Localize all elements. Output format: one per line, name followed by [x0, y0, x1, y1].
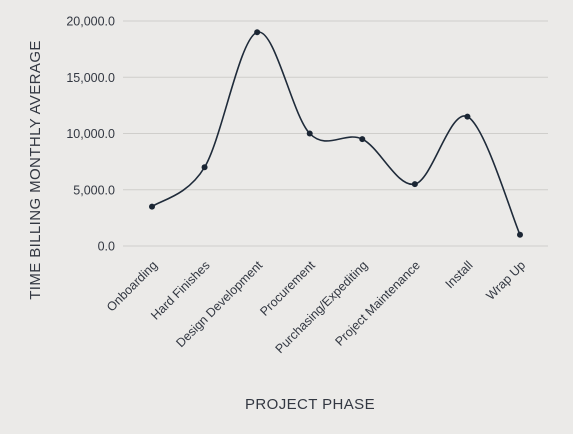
x-tick-label: Purchasing/Expediting — [273, 258, 371, 356]
data-point — [411, 181, 418, 188]
y-tick-label: 15,000.0 — [66, 71, 115, 85]
y-tick-label: 0.0 — [98, 240, 115, 254]
data-point — [517, 231, 523, 238]
data-point — [359, 136, 366, 143]
x-tick-label: Install — [443, 258, 476, 291]
y-axis-ticks: 0.0 5,000.0 10,000.0 15,000.0 20,000.0 — [66, 15, 115, 254]
data-point — [149, 203, 155, 210]
y-axis-title: TIME BILLING MONTHLY AVERAGE — [27, 40, 44, 300]
data-point — [201, 164, 208, 171]
x-tick-label: Design Development — [173, 258, 265, 350]
data-point — [464, 113, 471, 120]
x-tick-label: Wrap Up — [484, 258, 529, 303]
y-tick-label: 10,000.0 — [66, 127, 115, 141]
y-tick-label: 5,000.0 — [73, 183, 115, 197]
x-tick-label: Onboarding — [104, 258, 160, 314]
x-axis-title: PROJECT PHASE — [245, 396, 375, 413]
grid — [123, 20, 548, 247]
data-point — [254, 29, 261, 36]
data-points — [149, 29, 523, 238]
data-point — [306, 130, 313, 137]
y-tick-label: 20,000.0 — [66, 15, 115, 29]
